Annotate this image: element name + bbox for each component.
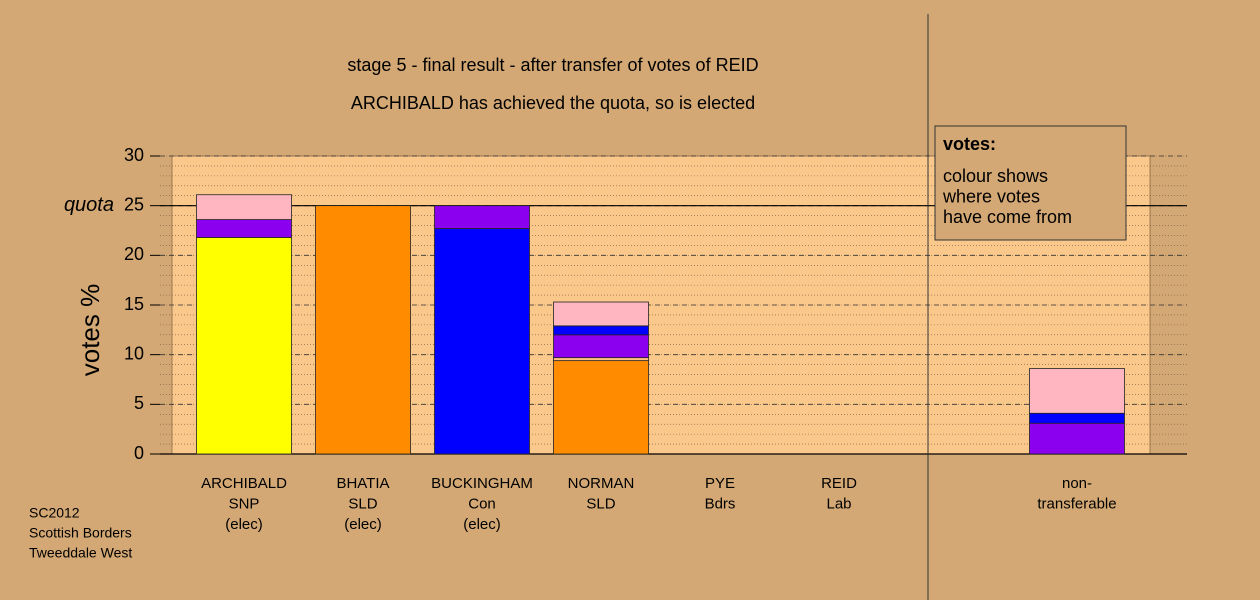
x-tick-label: Bdrs: [705, 495, 736, 512]
y-tick-label: 0: [134, 443, 144, 463]
chart-title: stage 5 - final result - after transfer …: [347, 55, 758, 75]
legend-text: colour shows: [943, 166, 1048, 186]
x-tick-label: BUCKINGHAM: [431, 475, 533, 492]
bar-segment: [553, 360, 649, 455]
x-tick-label: BHATIA: [336, 475, 389, 492]
x-tick-label: REID: [821, 475, 857, 492]
y-tick-label: 15: [124, 294, 144, 314]
bar-segment: [434, 228, 530, 455]
footer-text: Tweeddale West: [29, 545, 132, 561]
y-tick-label: 10: [124, 343, 144, 363]
y-tick-label: 5: [134, 393, 144, 413]
y-tick-label: 20: [124, 244, 144, 264]
bar-segment: [196, 219, 292, 238]
x-tick-label: non-: [1062, 475, 1092, 492]
x-tick-label: NORMAN: [568, 475, 635, 492]
legend-box: [934, 125, 1127, 241]
bar-segment: [553, 301, 649, 327]
legend-text: where votes: [942, 186, 1040, 206]
y-tick-label: 25: [124, 194, 144, 214]
x-tick-label: transferable: [1037, 495, 1116, 512]
bar-segment: [553, 334, 649, 359]
bar-segment: [315, 205, 411, 455]
legend-title: votes:: [943, 134, 996, 154]
x-tick-label: ARCHIBALD: [201, 475, 287, 492]
x-tick-label: SLD: [348, 495, 377, 512]
bar-segment: [196, 194, 292, 220]
bar-segment: [553, 357, 649, 362]
chart-subtitle: ARCHIBALD has achieved the quota, so is …: [351, 93, 755, 113]
y-tick-label: 30: [124, 145, 144, 165]
bar-segment: [196, 237, 292, 455]
footer-text: SC2012: [29, 505, 80, 521]
bar-segment: [1029, 422, 1125, 455]
bar-segment: [553, 325, 649, 336]
x-tick-label: Con: [468, 495, 496, 512]
x-tick-label: PYE: [705, 475, 735, 492]
x-tick-label: (elec): [463, 516, 501, 533]
quota-label: quota: [64, 194, 114, 216]
bar-segment: [434, 205, 530, 229]
bar-segment: [1029, 412, 1125, 424]
x-tick-label: SLD: [586, 495, 615, 512]
y-axis-label: votes %: [75, 284, 105, 377]
legend-text: have come from: [943, 207, 1072, 227]
x-tick-label: (elec): [225, 516, 263, 533]
x-tick-label: Lab: [826, 495, 851, 512]
footer-text: Scottish Borders: [29, 525, 132, 541]
x-tick-label: (elec): [344, 516, 382, 533]
x-tick-label: SNP: [229, 495, 260, 512]
bar-segment: [1029, 368, 1125, 414]
